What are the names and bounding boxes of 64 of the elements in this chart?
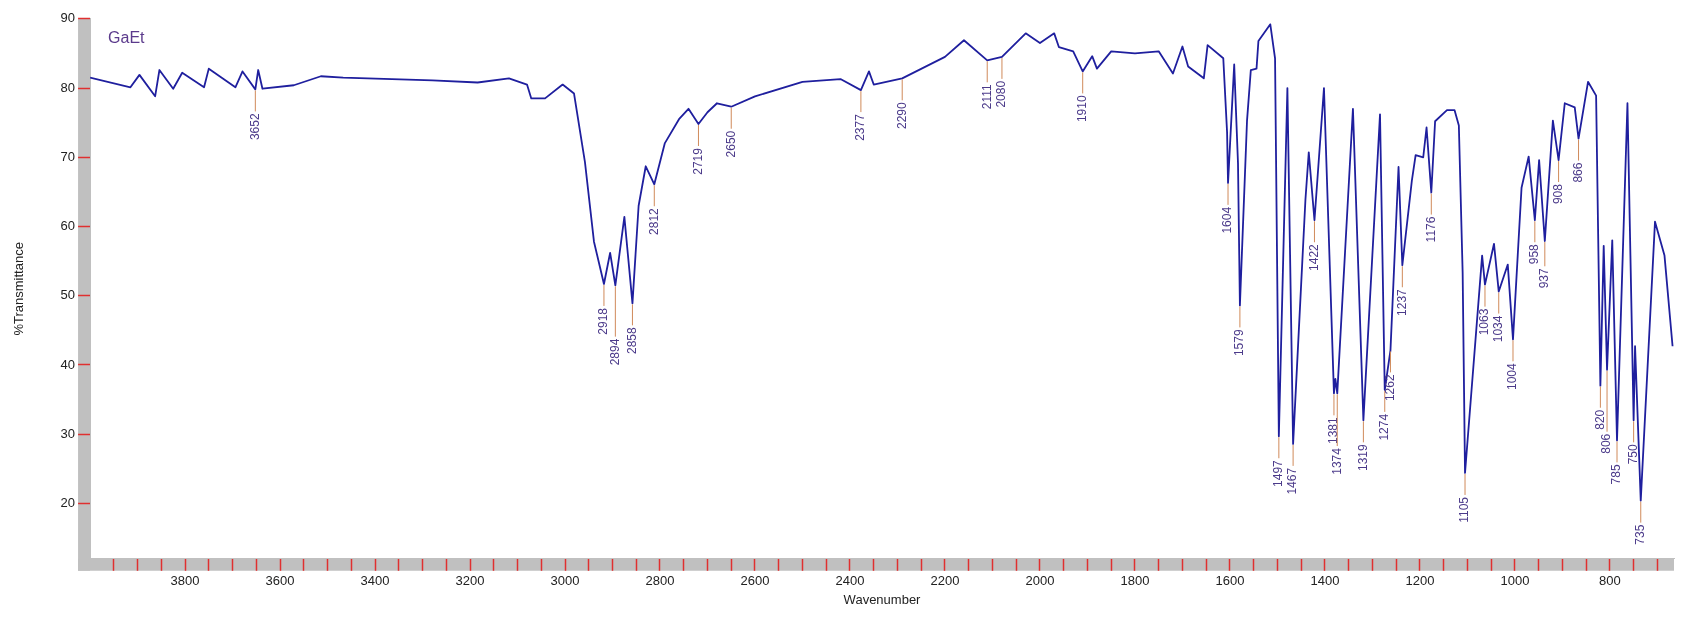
annotation: 1910 <box>1075 95 1090 123</box>
annotation: 1105 <box>1457 496 1472 523</box>
x-tick-label: 3800 <box>170 573 200 589</box>
annotation: 785 <box>1609 464 1624 485</box>
annotation: 2858 <box>624 327 639 355</box>
annotation: 2894 <box>607 338 622 366</box>
y-tick-label: 90 <box>60 10 76 26</box>
annotation: 2111 <box>979 84 994 110</box>
x-tick-label: 1400 <box>1310 573 1340 589</box>
x-tick-label: 2000 <box>1025 573 1055 589</box>
y-tick-label: 30 <box>60 425 76 441</box>
annotation: 958 <box>1527 243 1542 265</box>
y-tick-label: 50 <box>60 287 76 303</box>
annotation: 1319 <box>1355 444 1370 472</box>
x-tick-label: 3600 <box>265 573 295 589</box>
annotation: 1034 <box>1491 315 1506 343</box>
y-tick-label: 70 <box>60 148 76 164</box>
annotation: 1604 <box>1220 206 1235 234</box>
x-tick-label: 800 <box>1599 573 1621 589</box>
annotation: 750 <box>1625 444 1640 465</box>
y-axis-title: %Transmittance <box>11 242 27 336</box>
annotation: 2080 <box>994 80 1009 108</box>
x-tick-label: 2200 <box>930 573 960 589</box>
annotation: 735 <box>1633 524 1648 545</box>
annotation: 1237 <box>1394 288 1409 316</box>
annotation: 3652 <box>247 113 262 141</box>
annotation: 1063 <box>1477 308 1492 336</box>
y-tick-label: 20 <box>60 494 76 510</box>
annotation: 2918 <box>596 307 611 335</box>
annotation: 1274 <box>1377 413 1392 441</box>
annotation: 2650 <box>723 130 738 158</box>
x-tick-label: 2600 <box>740 573 770 589</box>
x-tick-label: 1800 <box>1120 573 1150 589</box>
x-tick-label: 1200 <box>1405 573 1435 589</box>
annotation: 1381 <box>1326 417 1341 445</box>
y-tick-label: 40 <box>60 356 76 372</box>
annotation: 937 <box>1537 267 1552 289</box>
annotation: 866 <box>1570 162 1585 183</box>
annotation: 2290 <box>894 102 909 130</box>
x-tick-label: 3200 <box>455 573 485 589</box>
x-tick-label: 3400 <box>360 573 390 589</box>
x-tick-label: 2400 <box>835 573 865 589</box>
annotation: 1262 <box>1382 374 1397 402</box>
x-tick-label: 3000 <box>550 573 580 589</box>
annotation: 1467 <box>1285 467 1300 495</box>
annotation: 1176 <box>1423 216 1438 243</box>
annotation: 1374 <box>1329 447 1344 475</box>
annotation: 1579 <box>1232 329 1247 357</box>
annotation: 2719 <box>690 147 705 175</box>
x-tick-label: 1600 <box>1215 573 1245 589</box>
y-tick-label: 80 <box>60 79 76 95</box>
annotation: 1004 <box>1505 363 1520 391</box>
annotation: 820 <box>1592 409 1607 430</box>
annotation: 2812 <box>646 207 661 235</box>
annotation: 908 <box>1550 183 1565 205</box>
annotation: 806 <box>1599 433 1614 454</box>
text: GaEt <box>108 29 146 47</box>
annotation: 2377 <box>853 113 868 141</box>
annotation: 1422 <box>1306 243 1321 271</box>
x-axis-title: Wavenumber <box>843 591 922 607</box>
x-tick-label: 1000 <box>1500 573 1530 589</box>
x-tick-label: 2800 <box>645 573 675 589</box>
annotation: 1497 <box>1271 459 1286 487</box>
y-tick-label: 60 <box>60 218 76 234</box>
